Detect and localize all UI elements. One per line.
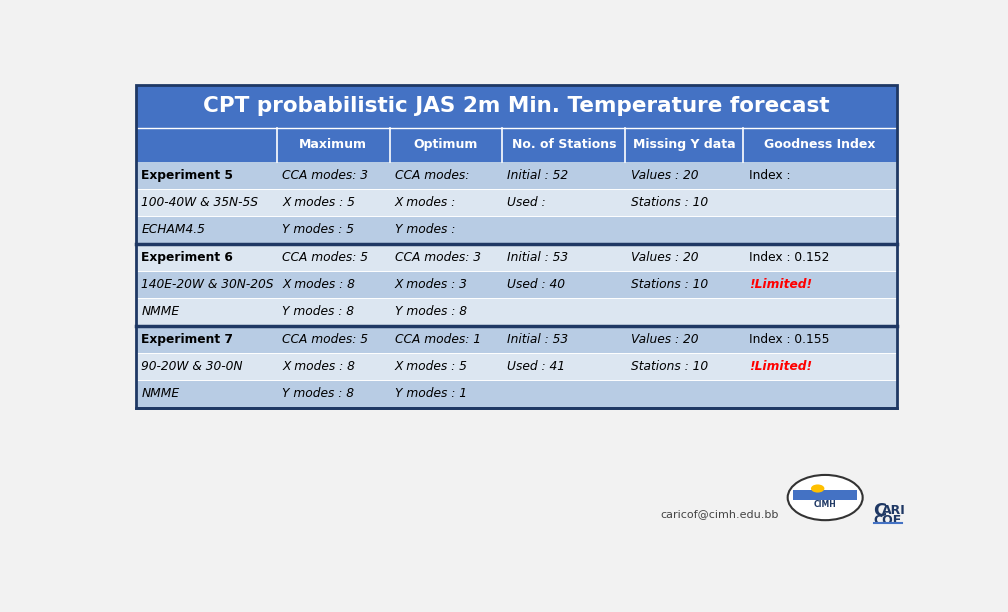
Text: X modes : 5: X modes : 5: [395, 360, 468, 373]
Bar: [136, 380, 897, 408]
Text: CCA modes: 5: CCA modes: 5: [282, 333, 368, 346]
Bar: [136, 128, 277, 162]
Bar: [277, 128, 389, 162]
Bar: [136, 326, 897, 353]
Circle shape: [810, 485, 825, 493]
Text: X modes :: X modes :: [395, 196, 456, 209]
Text: X modes : 8: X modes : 8: [282, 360, 355, 373]
Text: Experiment 6: Experiment 6: [141, 251, 234, 264]
Text: CCA modes: 3: CCA modes: 3: [395, 251, 481, 264]
Text: Missing Y data: Missing Y data: [633, 138, 736, 151]
Text: 140E-20W & 30N-20S: 140E-20W & 30N-20S: [141, 278, 274, 291]
Text: CCA modes: 5: CCA modes: 5: [282, 251, 368, 264]
Text: 100-40W & 35N-5S: 100-40W & 35N-5S: [141, 196, 258, 209]
Text: Index :: Index :: [749, 169, 790, 182]
Bar: [136, 162, 897, 189]
Text: Initial : 52: Initial : 52: [507, 169, 569, 182]
Text: Y modes : 5: Y modes : 5: [282, 223, 354, 236]
Bar: [136, 189, 897, 216]
Text: CCA modes:: CCA modes:: [395, 169, 470, 182]
Text: Stations : 10: Stations : 10: [631, 360, 708, 373]
Text: Goodness Index: Goodness Index: [764, 138, 876, 151]
Text: No. of Stations: No. of Stations: [511, 138, 616, 151]
Text: Y modes : 1: Y modes : 1: [395, 387, 467, 400]
Text: Stations : 10: Stations : 10: [631, 196, 708, 209]
Text: Initial : 53: Initial : 53: [507, 333, 569, 346]
Text: Y modes :: Y modes :: [395, 223, 456, 236]
Text: Stations : 10: Stations : 10: [631, 278, 708, 291]
Text: !Limited!: !Limited!: [749, 360, 811, 373]
Bar: [793, 490, 857, 500]
Text: C: C: [874, 502, 887, 520]
Bar: [625, 128, 743, 162]
Text: Used : 40: Used : 40: [507, 278, 565, 291]
Bar: [743, 128, 897, 162]
Text: ARI: ARI: [882, 504, 906, 517]
Text: COF: COF: [874, 513, 902, 527]
Bar: [502, 128, 625, 162]
Text: X modes : 5: X modes : 5: [282, 196, 355, 209]
Text: X modes : 3: X modes : 3: [395, 278, 468, 291]
Bar: [136, 298, 897, 326]
Text: caricof@cimh.edu.bb: caricof@cimh.edu.bb: [660, 509, 779, 519]
Text: Experiment 7: Experiment 7: [141, 333, 234, 346]
Text: NMME: NMME: [141, 387, 179, 400]
Bar: [136, 216, 897, 244]
Text: 90-20W & 30-0N: 90-20W & 30-0N: [141, 360, 243, 373]
Text: Values : 20: Values : 20: [631, 333, 699, 346]
Bar: [136, 85, 897, 408]
Text: Experiment 5: Experiment 5: [141, 169, 234, 182]
Bar: [136, 353, 897, 380]
Text: CIMH: CIMH: [813, 500, 837, 509]
Text: Index : 0.152: Index : 0.152: [749, 251, 829, 264]
Text: Y modes : 8: Y modes : 8: [395, 305, 467, 318]
Bar: [136, 271, 897, 298]
Circle shape: [787, 475, 863, 520]
Text: Used : 41: Used : 41: [507, 360, 565, 373]
Text: X modes : 8: X modes : 8: [282, 278, 355, 291]
Bar: [136, 85, 897, 128]
Text: Initial : 53: Initial : 53: [507, 251, 569, 264]
Text: NMME: NMME: [141, 305, 179, 318]
Text: ECHAM4.5: ECHAM4.5: [141, 223, 206, 236]
Text: Maximum: Maximum: [299, 138, 367, 151]
Bar: [389, 128, 502, 162]
Text: Y modes : 8: Y modes : 8: [282, 387, 354, 400]
Text: CCA modes: 1: CCA modes: 1: [395, 333, 481, 346]
Text: Optimum: Optimum: [413, 138, 478, 151]
Text: Index : 0.155: Index : 0.155: [749, 333, 830, 346]
Text: !Limited!: !Limited!: [749, 278, 811, 291]
Text: Used :: Used :: [507, 196, 546, 209]
Text: Y modes : 8: Y modes : 8: [282, 305, 354, 318]
Text: Values : 20: Values : 20: [631, 251, 699, 264]
Text: CPT probabilistic JAS 2m Min. Temperature forecast: CPT probabilistic JAS 2m Min. Temperatur…: [204, 97, 830, 116]
Text: Values : 20: Values : 20: [631, 169, 699, 182]
Bar: [136, 244, 897, 271]
Text: CCA modes: 3: CCA modes: 3: [282, 169, 368, 182]
